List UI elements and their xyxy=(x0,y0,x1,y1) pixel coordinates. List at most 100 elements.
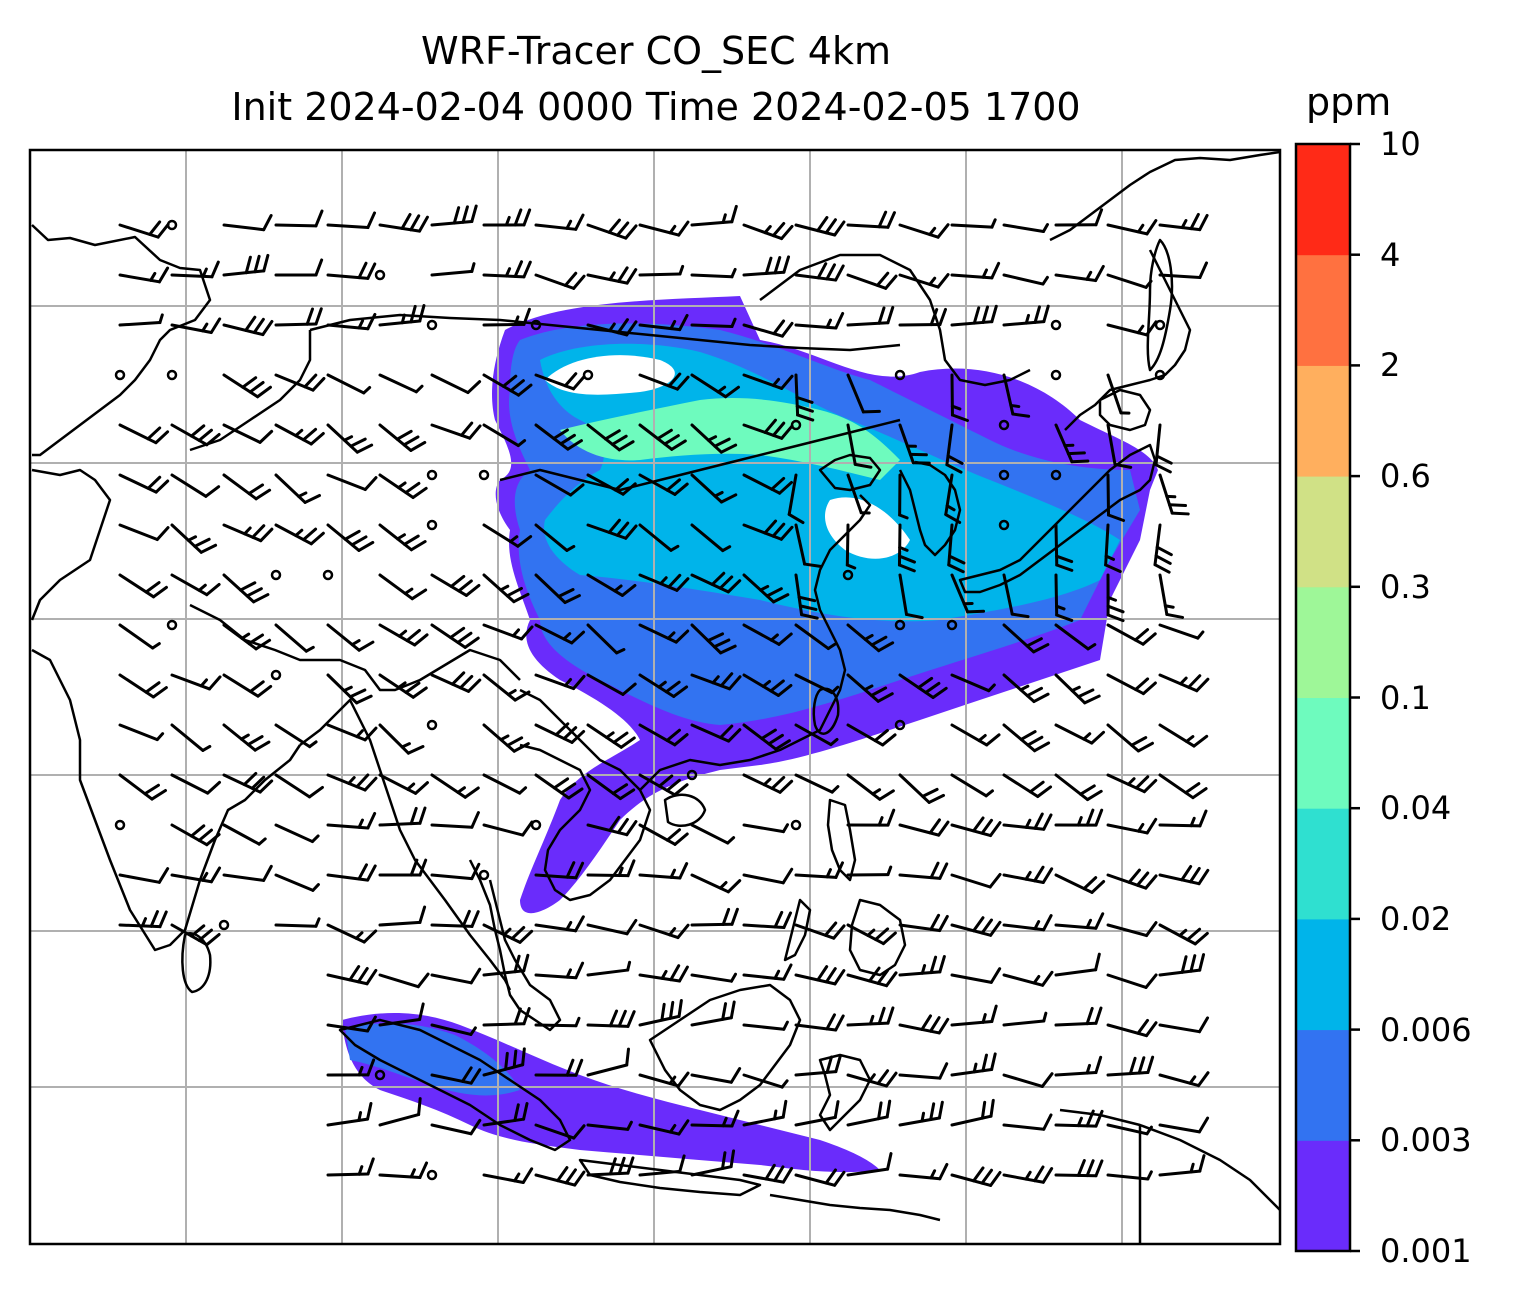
wind-barb-feather xyxy=(1011,412,1031,418)
wind-barb-feather xyxy=(1085,270,1093,281)
calm-wind-marker xyxy=(1050,469,1062,481)
wind-barb-feather xyxy=(729,1000,736,1020)
wind-barb-feather xyxy=(673,832,689,846)
wind-barb-shaft xyxy=(638,373,679,391)
wind-barb-shaft xyxy=(118,321,162,327)
wind-barb xyxy=(690,873,742,894)
wind-barb-feather xyxy=(314,258,324,277)
wind-barb-feather xyxy=(667,372,682,388)
wind-barb-shaft xyxy=(1158,873,1201,886)
wind-barb xyxy=(898,573,924,620)
wind-barb-shaft xyxy=(1158,968,1202,977)
wind-barb xyxy=(1002,1165,1054,1184)
wind-barb-shaft xyxy=(274,923,318,928)
wind-barb-feather xyxy=(1085,808,1095,827)
wind-barb-feather xyxy=(1033,305,1041,324)
wind-barb xyxy=(742,910,793,930)
wind-barb-feather xyxy=(613,478,630,492)
wind-barb-feather xyxy=(1107,513,1126,522)
wind-barb xyxy=(170,723,212,752)
wind-barb-feather xyxy=(1024,818,1032,829)
wind-barb-shaft xyxy=(326,423,359,454)
wind-barb xyxy=(638,1119,690,1136)
wind-barb-feather xyxy=(310,834,320,844)
wind-barb-feather xyxy=(366,262,377,280)
wind-barb-feather xyxy=(938,1062,949,1080)
wind-barb-feather xyxy=(678,965,689,983)
wind-barb-shaft xyxy=(1054,873,1094,894)
wind-barb-shaft xyxy=(950,273,994,280)
wind-barb-feather xyxy=(673,482,689,496)
wind-barb xyxy=(222,723,271,752)
calm-wind-marker xyxy=(1050,319,1062,331)
wind-barb-shaft xyxy=(326,223,370,230)
wind-barb-feather xyxy=(297,491,308,498)
wind-barb-feather xyxy=(469,1118,482,1136)
coast-philippines-luzon xyxy=(826,798,857,882)
wind-barb xyxy=(898,273,950,289)
wind-barb-shaft xyxy=(1106,1023,1149,1038)
wind-barb-feather xyxy=(305,307,314,326)
wind-barb xyxy=(944,473,962,524)
wind-barb-feather xyxy=(832,924,846,940)
wind-barb-feather xyxy=(357,863,368,881)
wind-barb-feather xyxy=(678,264,685,276)
wind-barb xyxy=(742,573,790,604)
wind-barb-shaft xyxy=(118,573,156,599)
wind-barb-feather xyxy=(189,424,206,438)
wind-barb xyxy=(534,473,585,497)
wind-barb-feather xyxy=(574,961,585,980)
wind-barb-feather xyxy=(825,1055,833,1074)
wind-barb-feather xyxy=(1134,775,1150,790)
wind-barb-shaft xyxy=(326,673,359,705)
wind-barb-feather xyxy=(668,1075,677,1086)
wind-barb xyxy=(1158,723,1209,748)
wind-barb-feather xyxy=(868,1014,875,1026)
wind-barb-feather xyxy=(519,625,534,641)
wind-barb xyxy=(378,1097,422,1127)
wind-barb xyxy=(898,307,947,327)
wind-barb xyxy=(378,623,429,647)
wind-barb-feather xyxy=(518,786,528,795)
wind-barb-feather xyxy=(302,527,318,542)
wind-barb-shaft xyxy=(482,723,516,753)
wind-barb xyxy=(898,1100,944,1127)
wind-barb xyxy=(690,473,738,504)
wind-barb-shaft xyxy=(638,1014,681,1027)
wind-barb-feather xyxy=(256,684,273,698)
wind-barb xyxy=(898,473,909,520)
wind-barb-feather xyxy=(418,806,427,825)
wind-barb-feather xyxy=(1082,876,1098,891)
coast-arabian xyxy=(30,468,112,621)
wind-barb-shaft xyxy=(586,1023,630,1028)
wind-barb xyxy=(846,673,894,703)
wind-barb-feather xyxy=(825,1013,836,1031)
wind-barb xyxy=(1002,865,1054,884)
wind-barb-feather xyxy=(985,733,1001,747)
wind-barb-feather xyxy=(777,632,793,646)
wind-barb-feather xyxy=(833,220,846,237)
wind-barb-feather xyxy=(905,612,924,620)
wind-barb-feather xyxy=(773,256,782,275)
wind-barb xyxy=(118,867,170,884)
wind-barb-feather xyxy=(1198,809,1208,828)
wind-barb-shaft xyxy=(274,523,313,546)
wind-barb-shaft xyxy=(170,773,210,795)
wind-barb xyxy=(742,373,794,390)
wind-barb-shaft xyxy=(690,922,734,927)
wind-barb-feather xyxy=(761,679,772,688)
wind-barb-shaft xyxy=(586,273,629,285)
wind-barb-shaft xyxy=(118,473,158,494)
map-title-line2: Init 2024-02-04 0000 Time 2024-02-05 170… xyxy=(231,85,1081,129)
wind-barb-feather xyxy=(411,686,428,699)
wind-barb xyxy=(170,317,222,335)
coast-hokkaido xyxy=(1098,388,1152,432)
wind-barb xyxy=(638,220,690,237)
wind-barb xyxy=(1054,873,1106,894)
wind-barb xyxy=(950,872,1002,889)
wind-barb-feather xyxy=(1136,1018,1150,1035)
wind-barb-feather xyxy=(877,816,884,827)
wind-barb-feather xyxy=(342,435,354,442)
wind-barb-feather xyxy=(357,640,375,652)
wind-barb-feather xyxy=(770,476,786,491)
